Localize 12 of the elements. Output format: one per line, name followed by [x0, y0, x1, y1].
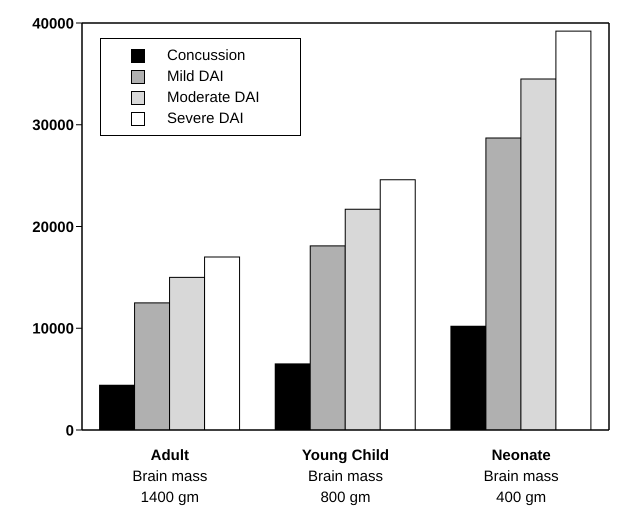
legend-label: Mild DAI	[167, 68, 224, 85]
y-tick-label: 10000	[32, 320, 74, 338]
x-tick-label: Adult Brain mass 1400 gm	[132, 447, 208, 506]
y-tick-label: 30000	[32, 117, 74, 134]
x-tick-label: Neonate Brain mass 400 gm	[484, 447, 559, 506]
y-tick-label: 0	[66, 422, 74, 440]
legend-label: Concussion	[167, 47, 246, 64]
y-tick-label: 20000	[32, 218, 74, 236]
legend-label: Severe DAI	[167, 110, 244, 127]
x-tick-label: Young Child Brain mass 800 gm	[302, 447, 390, 506]
y-tick-label: 40000	[32, 15, 74, 32]
legend-label: Moderate DAI	[167, 89, 260, 106]
